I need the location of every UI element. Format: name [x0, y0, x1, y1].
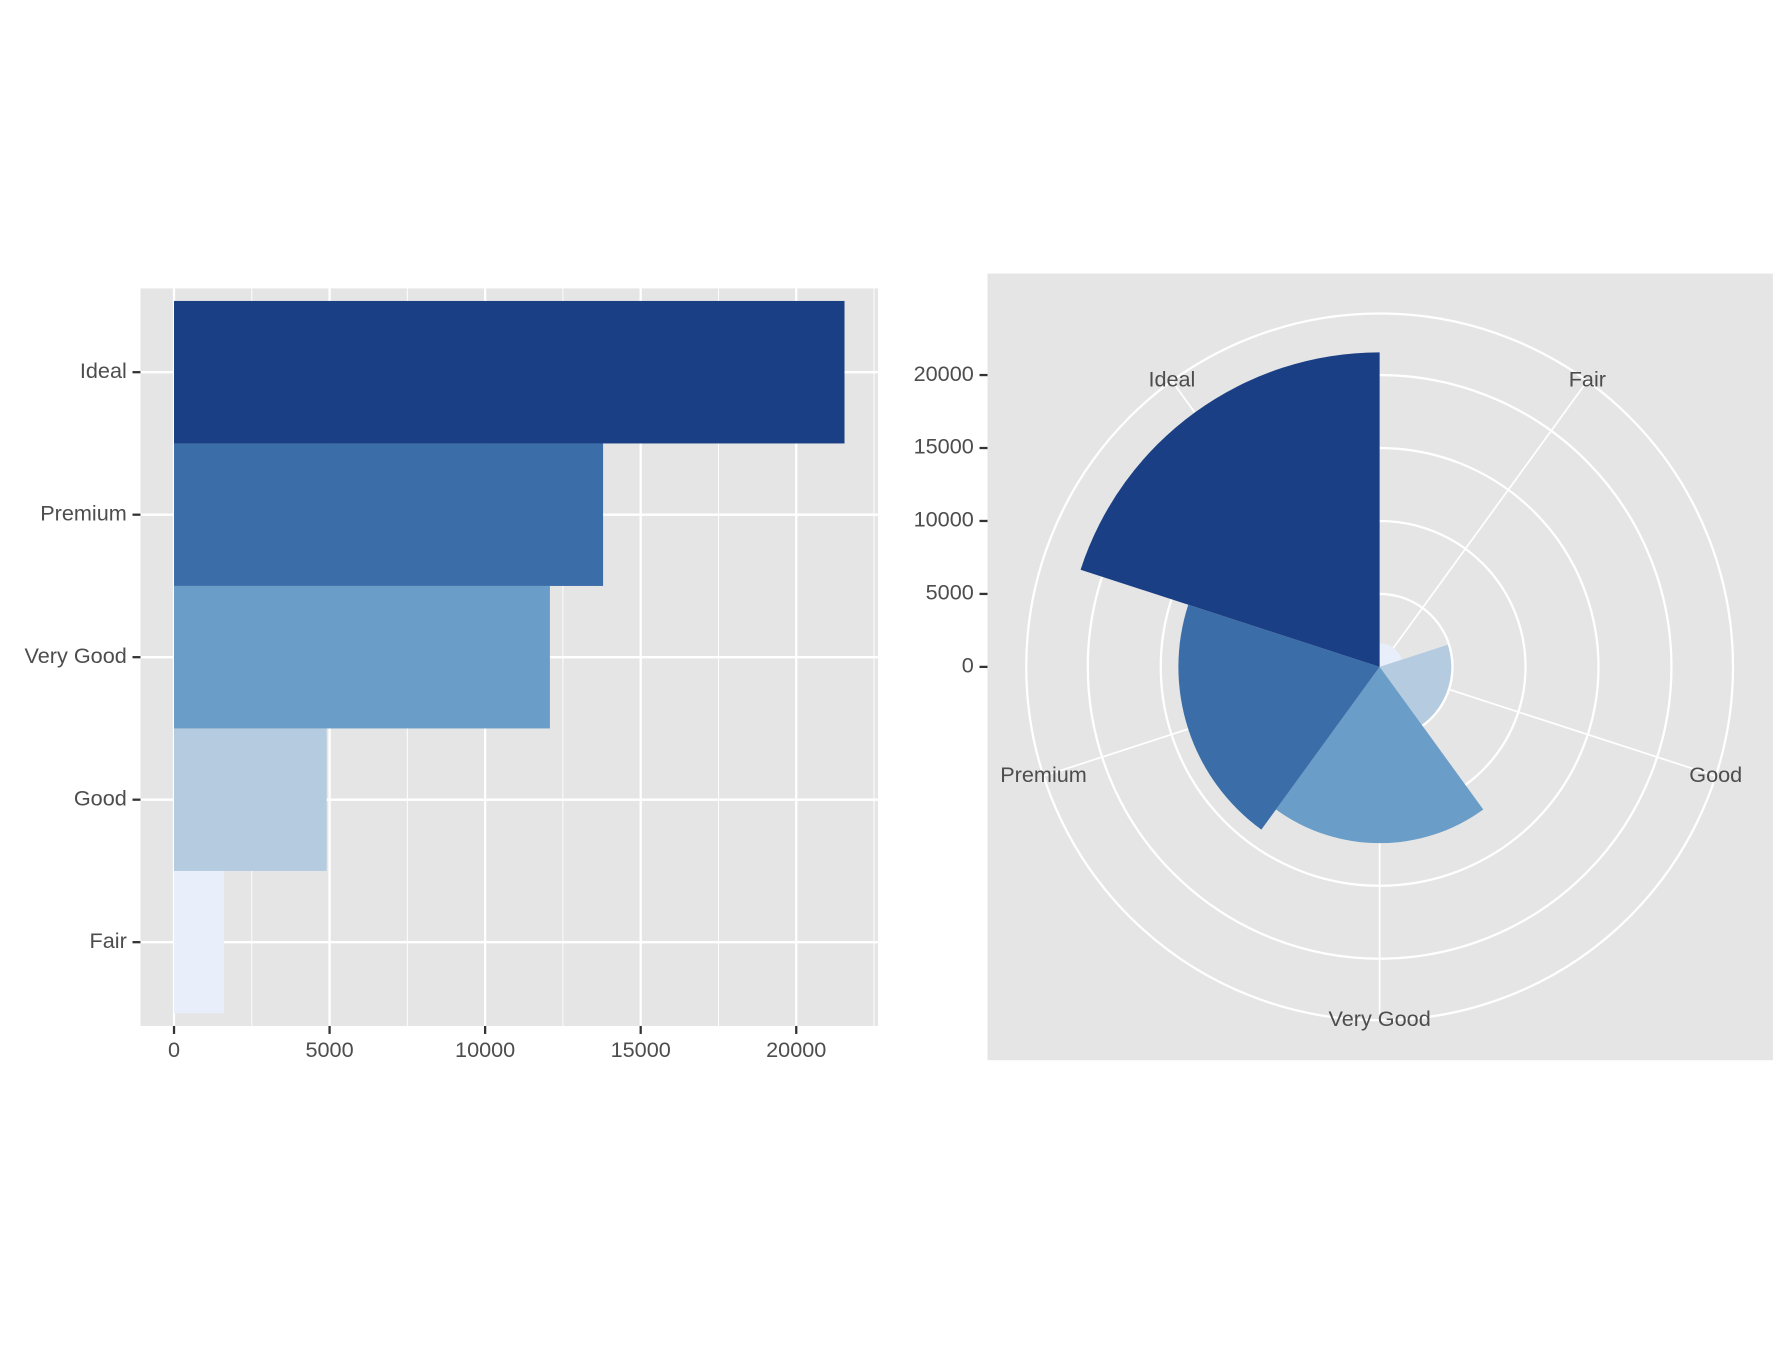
theta-label: Premium [1000, 762, 1087, 787]
x-tick-label: 10000 [455, 1037, 515, 1062]
x-tick-label: 20000 [766, 1037, 826, 1062]
y-tick-label: Premium [40, 500, 127, 525]
wedge [1276, 666, 1484, 844]
y-tick-label: Ideal [80, 358, 127, 383]
theta-label: Ideal [1148, 367, 1195, 392]
y-tick-label: 20000 [914, 361, 974, 386]
bar [174, 728, 327, 871]
theta-label: Good [1689, 762, 1742, 787]
theta-label: Fair [1569, 367, 1606, 392]
grid-spoke [1378, 380, 1589, 668]
y-tick-label: 15000 [914, 434, 974, 459]
y-tick-label: 10000 [914, 507, 974, 532]
wedge [1379, 643, 1402, 667]
bar [174, 443, 604, 586]
x-tick-label: 5000 [305, 1037, 353, 1062]
x-tick-label: 15000 [611, 1037, 671, 1062]
wedge [1379, 644, 1452, 725]
y-tick-label: Very Good [25, 643, 127, 668]
x-tick-label: 0 [168, 1037, 180, 1062]
y-tick-label: Good [74, 785, 127, 810]
bar [174, 300, 845, 444]
bar [174, 585, 550, 729]
bar [174, 870, 225, 1014]
y-tick-label: Fair [90, 928, 127, 953]
wedge [1080, 352, 1380, 667]
wedge [1178, 604, 1380, 830]
y-tick-label: 0 [962, 653, 974, 678]
theta-label: Very Good [1328, 1006, 1430, 1031]
y-tick-label: 5000 [926, 580, 974, 605]
